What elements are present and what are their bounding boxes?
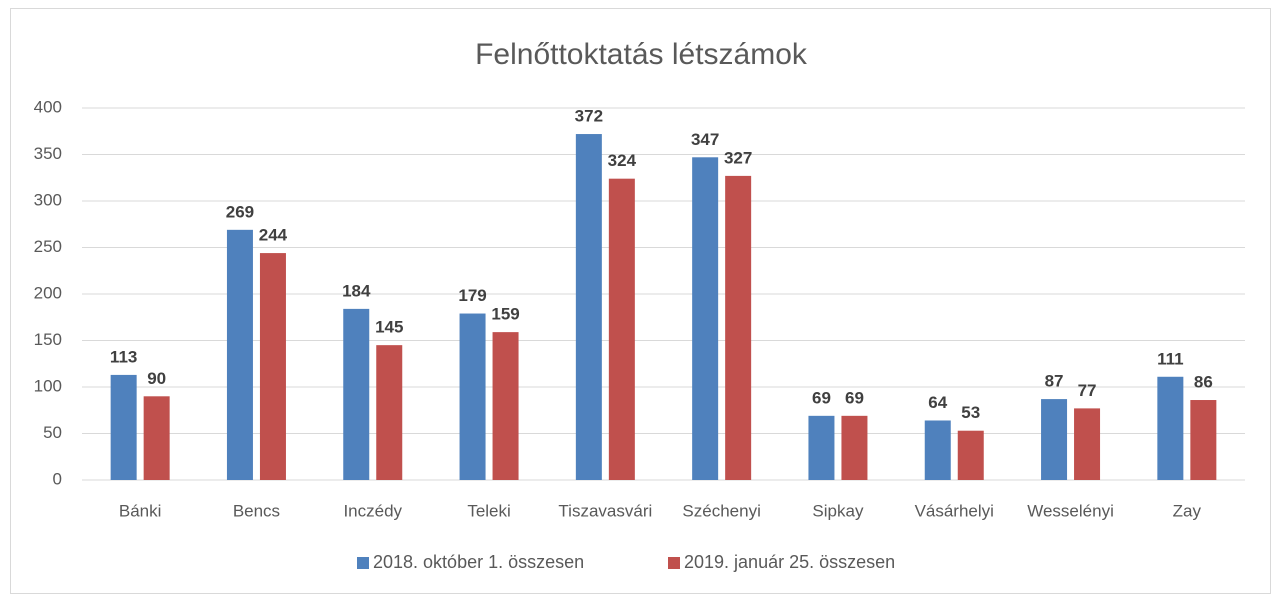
y-tick-label: 50	[43, 423, 62, 442]
value-label: 159	[491, 305, 519, 324]
x-tick-label: Bencs	[233, 501, 280, 520]
bar	[259, 253, 286, 480]
value-label: 179	[458, 286, 486, 305]
value-label: 269	[226, 202, 254, 221]
bar	[1190, 400, 1217, 480]
x-tick-label: Inczédy	[343, 501, 402, 520]
y-tick-label: 150	[34, 330, 62, 349]
bar	[226, 229, 253, 480]
bar	[841, 415, 868, 480]
bar	[575, 134, 602, 481]
y-tick-label: 250	[34, 237, 62, 256]
value-label: 184	[342, 281, 371, 300]
bar	[608, 178, 635, 480]
chart-border	[10, 8, 1271, 594]
value-label: 64	[928, 393, 947, 412]
value-label: 347	[691, 130, 719, 149]
x-tick-label: Wesselényi	[1027, 501, 1114, 520]
x-tick-label: Vásárhelyi	[915, 501, 994, 520]
value-label: 113	[110, 347, 137, 366]
value-label: 87	[1045, 372, 1064, 391]
y-tick-label: 350	[34, 144, 62, 163]
x-tick-label: Tiszavasvári	[558, 501, 652, 520]
legend-label: 2018. október 1. összesen	[373, 552, 584, 572]
y-tick-label: 200	[34, 283, 62, 302]
value-label: 53	[961, 403, 980, 422]
x-tick-label: Széchenyi	[682, 501, 760, 520]
legend-swatch	[357, 557, 369, 569]
bar	[143, 396, 170, 480]
legend-label: 2019. január 25. összesen	[684, 552, 895, 572]
bar	[343, 308, 370, 480]
value-label: 77	[1078, 381, 1097, 400]
chart-title: Felnőttoktatás létszámok	[475, 38, 808, 71]
value-label: 111	[1157, 349, 1184, 368]
bar	[725, 175, 752, 480]
bar	[492, 332, 519, 480]
value-label: 324	[608, 151, 637, 170]
x-tick-label: Sipkay	[812, 501, 864, 520]
x-tick-label: Teleki	[467, 501, 510, 520]
y-tick-label: 400	[34, 97, 62, 116]
bar	[110, 374, 137, 480]
value-label: 69	[845, 388, 864, 407]
value-label: 86	[1194, 373, 1213, 392]
x-tick-label: Zay	[1173, 501, 1202, 520]
value-label: 372	[575, 107, 603, 126]
y-tick-label: 300	[34, 190, 62, 209]
y-tick-label: 100	[34, 376, 62, 395]
legend-swatch	[668, 557, 680, 569]
bar	[1041, 399, 1068, 480]
value-label: 244	[259, 226, 288, 245]
bar	[692, 157, 719, 481]
value-label: 145	[375, 318, 403, 337]
bar	[1157, 376, 1184, 480]
x-tick-label: Bánki	[119, 501, 162, 520]
value-label: 327	[724, 148, 752, 167]
bar	[808, 415, 835, 480]
value-label: 90	[147, 369, 166, 388]
bar	[459, 313, 486, 480]
bar	[957, 430, 984, 480]
bar	[1074, 408, 1101, 480]
bar	[924, 420, 951, 480]
y-tick-label: 0	[53, 469, 62, 488]
bar	[376, 345, 403, 480]
value-label: 69	[812, 388, 831, 407]
